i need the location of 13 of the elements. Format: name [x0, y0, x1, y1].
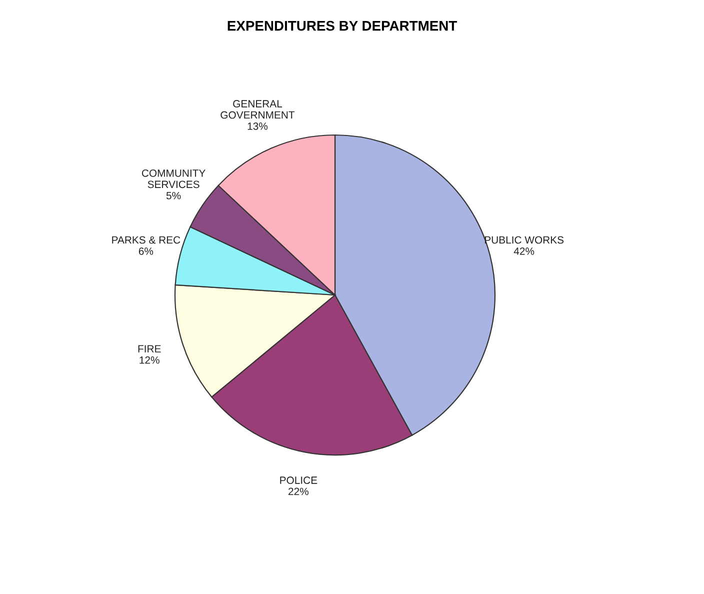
data-label: 13%	[248, 122, 268, 130]
data-label: 6%	[138, 247, 154, 255]
slice-label: GENERAL GOVERNMENT	[220, 100, 295, 119]
chart-title: EXPENDITURES BY DEPARTMENT	[228, 20, 458, 31]
data-label: 42%	[514, 247, 534, 255]
slice-label: PUBLIC WORKS	[484, 236, 564, 244]
slice-label: COMMUNITY SERVICES	[142, 169, 206, 188]
slice-label: PARKS & REC	[112, 236, 180, 244]
slice-label: FIRE	[138, 345, 161, 352]
data-label: 22%	[288, 488, 308, 496]
data-label: 12%	[140, 356, 160, 364]
slice-label: POLICE	[280, 476, 318, 484]
data-label: 5%	[166, 192, 181, 200]
